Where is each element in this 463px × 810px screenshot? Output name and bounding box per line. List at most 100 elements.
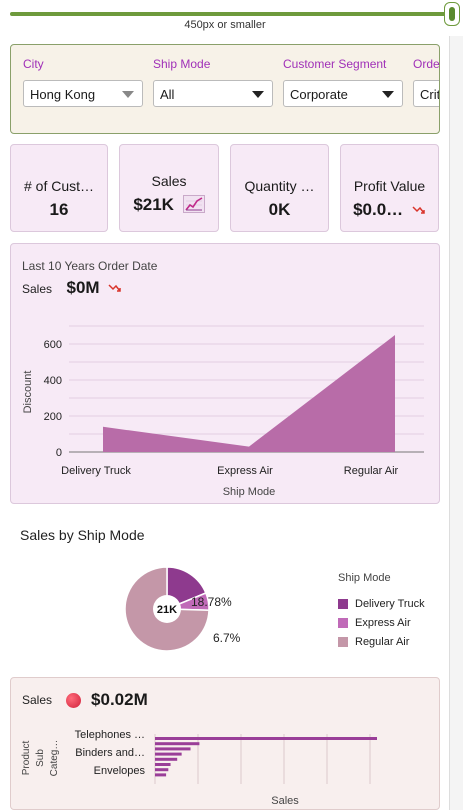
bar-chart-x-label: Sales <box>271 795 299 807</box>
kpi-tile-quantity[interactable]: Quantity … 0K <box>230 144 329 232</box>
city-select[interactable]: Hong Kong <box>23 80 143 107</box>
filter-bar: City Hong Kong Ship Mode All Customer Se… <box>10 44 440 134</box>
ship-mode-select[interactable]: All <box>153 80 273 107</box>
order-priority-select-value: Crit <box>420 87 440 102</box>
kpi-tile-value: 16 <box>49 200 69 219</box>
kpi-label: Sales <box>22 693 53 707</box>
legend-item[interactable]: Regular Air <box>338 632 425 651</box>
area-chart-subtitle: Last 10 Years Order Date <box>22 259 158 273</box>
vertical-scrollbar[interactable] <box>450 36 463 810</box>
kpi-label: Sales <box>22 282 53 296</box>
pie-slice-label: 18.78% <box>191 595 232 609</box>
bar[interactable] <box>155 763 171 766</box>
kpi-tile-sales[interactable]: Sales $21K <box>119 144 219 232</box>
y-tick-label: 600 <box>44 339 62 351</box>
x-tick-label: Express Air <box>217 465 273 477</box>
bar-chart-y-label: Product Sub Categ… <box>21 740 60 777</box>
y-tick-label: 200 <box>44 411 62 423</box>
filter-ship-mode: Ship Mode All <box>153 57 273 107</box>
kpi-tile-title: Quantity … <box>244 178 315 194</box>
trend-down-icon <box>412 206 425 214</box>
kpi-tile-value: $21K <box>120 195 218 215</box>
pie-labels: 18.78%6.7%74.51% <box>191 595 241 645</box>
bar[interactable] <box>155 773 167 777</box>
customer-segment-select[interactable]: Corporate <box>283 80 403 107</box>
kpi-tile-profit[interactable]: Profit Value $0.0… <box>340 144 439 232</box>
category-label: Envelopes <box>94 765 146 777</box>
filter-customer-segment-label: Customer Segment <box>283 57 387 71</box>
y-axis-label-line: Categ… <box>49 740 60 777</box>
x-tick-label: Delivery Truck <box>61 465 131 477</box>
filter-customer-segment: Customer Segment Corporate <box>283 57 403 107</box>
resizer-track <box>10 12 450 16</box>
resizer-handle[interactable] <box>444 2 460 26</box>
ship-mode-select-value: All <box>160 87 175 102</box>
trend-down-icon <box>108 284 121 292</box>
legend-item[interactable]: Delivery Truck <box>338 594 425 613</box>
trend-chart-icon <box>182 195 205 213</box>
kpi-value: $0.02M <box>91 690 148 709</box>
area-chart-y-label: Discount <box>22 371 34 414</box>
y-tick-label: 0 <box>56 447 62 459</box>
kpi-tile-value: $0.0… <box>341 200 438 220</box>
filter-city: City Hong Kong <box>23 57 143 107</box>
legend-label: Delivery Truck <box>355 597 425 610</box>
bar-chart-grid <box>154 734 371 784</box>
y-axis-label-line: Sub <box>35 749 46 767</box>
y-axis-label-line: Product <box>21 741 32 776</box>
city-select-value: Hong Kong <box>30 87 96 102</box>
kpi-tile-value-text: $0.0… <box>353 200 404 219</box>
category-label: Telephones … <box>75 729 145 741</box>
dashboard-viewport: City Hong Kong Ship Mode All Customer Se… <box>0 36 450 810</box>
bar[interactable] <box>155 752 182 756</box>
area-chart-x-label: Ship Mode <box>223 486 276 498</box>
kpi-tile-title: # of Cust… <box>23 178 95 194</box>
legend-title: Ship Mode <box>338 572 391 584</box>
kpi-value: $0M <box>66 278 100 297</box>
area-chart-kpi: Sales $0M <box>22 278 122 298</box>
chevron-down-icon <box>122 91 134 98</box>
order-priority-select[interactable]: Crit <box>413 80 440 107</box>
x-tick-label: Regular Air <box>344 465 399 477</box>
legend-label: Express Air <box>355 616 411 629</box>
bar[interactable] <box>155 737 377 740</box>
kpi-tile-value-text: $21K <box>133 195 174 214</box>
chevron-down-icon <box>382 91 394 98</box>
resizer-label: 450px or smaller <box>184 19 266 31</box>
customer-segment-select-value: Corporate <box>290 87 348 102</box>
area-series <box>103 335 395 452</box>
kpi-tile-customers[interactable]: # of Cust… 16 <box>10 144 108 232</box>
pie-slice[interactable] <box>166 566 207 611</box>
pie-chart: 21K 18.78%6.7%74.51% <box>124 566 241 652</box>
pie-slice-label: 6.7% <box>213 631 241 645</box>
pie-slice[interactable] <box>124 566 210 652</box>
bar-chart-card: Sales $0.02M Telephones … Binders and… Env… <box>10 677 440 810</box>
bar-chart-category-labels: Telephones … Binders and… Envelopes <box>75 729 146 777</box>
category-label: Binders and… <box>75 747 145 759</box>
legend-swatch <box>338 617 348 628</box>
chevron-down-icon <box>252 91 264 98</box>
legend-swatch <box>338 598 348 609</box>
legend-swatch <box>338 636 348 647</box>
pie-legend: Ship Mode Delivery Truck Express Air Regul… <box>338 572 425 651</box>
filter-ship-mode-label: Ship Mode <box>153 57 211 71</box>
legend-item[interactable]: Express Air <box>338 613 425 632</box>
y-tick-label: 400 <box>44 375 62 387</box>
bar[interactable] <box>155 768 169 772</box>
filter-city-label: City <box>23 57 44 71</box>
area-chart: 0 200 400 600 Delivery Truck Express Air Regu… <box>22 325 424 498</box>
area-chart-y-ticks: 0 200 400 600 <box>44 339 62 459</box>
bar[interactable] <box>155 742 200 746</box>
area-chart-x-ticks: Delivery Truck Express Air Regular Air <box>61 465 398 477</box>
bar-chart-bars <box>155 737 377 777</box>
bar-chart-kpi: Sales $0.02M <box>22 690 148 710</box>
bar[interactable] <box>155 757 178 761</box>
status-dot-icon <box>66 692 82 708</box>
kpi-tile-title: Profit Value <box>353 178 426 194</box>
kpi-tile-title: Sales <box>151 173 187 189</box>
bar[interactable] <box>155 747 191 751</box>
pie-center-label: 21K <box>157 604 177 616</box>
width-resizer: 450px or smaller <box>0 0 463 36</box>
bar-chart: Telephones … Binders and… Envelopes Produc… <box>21 729 377 807</box>
kpi-tile-value: 0K <box>268 200 291 219</box>
